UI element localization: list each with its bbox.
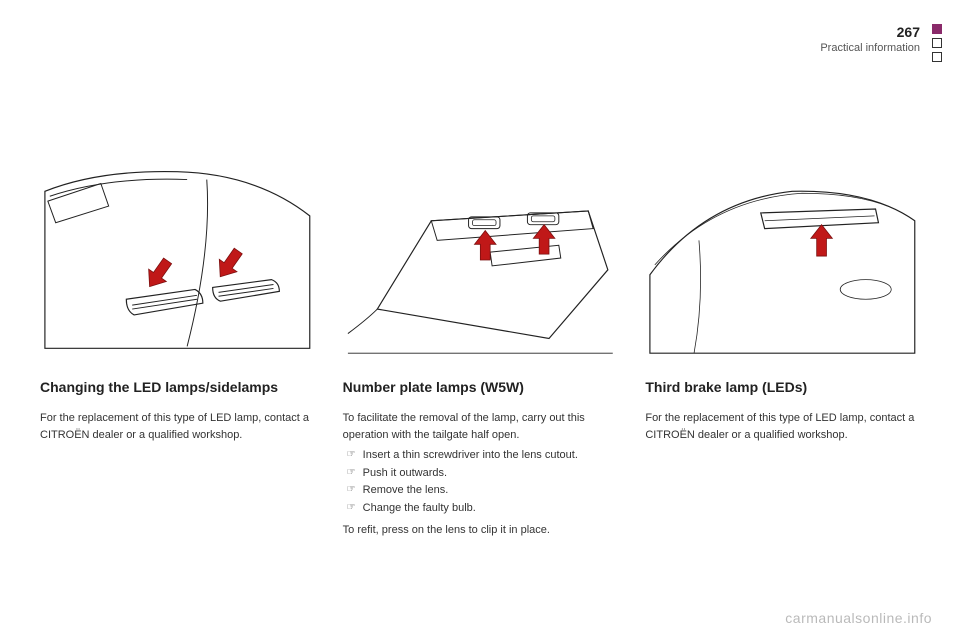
list-item: Insert a thin screwdriver into the lens …: [343, 447, 618, 465]
illustration-third-brake: [645, 160, 920, 360]
column-third-brake: Third brake lamp (LEDs) For the replacem…: [645, 160, 920, 538]
outro-number-plate: To refit, press on the lens to clip it i…: [343, 522, 618, 539]
illustration-number-plate: [343, 160, 618, 360]
body-third-brake: For the replacement of this type of LED …: [645, 410, 920, 443]
list-item: Remove the lens.: [343, 482, 618, 500]
side-marker-empty: [932, 38, 942, 48]
heading-led-sidelamps: Changing the LED lamps/sidelamps: [40, 378, 315, 396]
heading-third-brake: Third brake lamp (LEDs): [645, 378, 920, 396]
page-header: 267 Practical information: [820, 24, 920, 54]
side-marker-empty: [932, 52, 942, 62]
heading-number-plate: Number plate lamps (W5W): [343, 378, 618, 396]
section-name: Practical information: [820, 42, 920, 54]
column-number-plate: Number plate lamps (W5W) To facilitate t…: [343, 160, 618, 538]
content-columns: Changing the LED lamps/sidelamps For the…: [40, 160, 920, 538]
column-led-sidelamps: Changing the LED lamps/sidelamps For the…: [40, 160, 315, 538]
steps-number-plate: Insert a thin screwdriver into the lens …: [343, 447, 618, 517]
list-item: Change the faulty bulb.: [343, 500, 618, 518]
body-led-sidelamps: For the replacement of this type of LED …: [40, 410, 315, 443]
side-markers: [932, 24, 942, 62]
intro-number-plate: To facilitate the removal of the lamp, c…: [343, 410, 618, 443]
side-marker-filled: [932, 24, 942, 34]
page-number: 267: [820, 24, 920, 40]
illustration-led-sidelamps: [40, 160, 315, 360]
watermark: carmanualsonline.info: [785, 610, 932, 626]
list-item: Push it outwards.: [343, 465, 618, 483]
